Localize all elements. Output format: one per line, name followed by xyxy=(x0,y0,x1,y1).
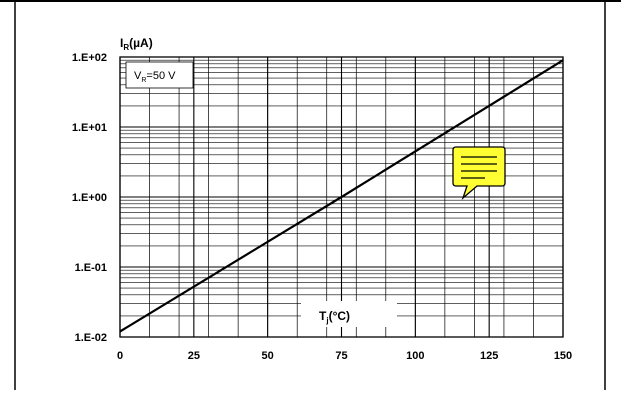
x-tick-label: 125 xyxy=(480,350,498,362)
x-tick-label: 75 xyxy=(335,350,347,362)
x-tick-labels: 0 25 50 75 100 125 150 xyxy=(117,350,572,362)
y-tick-labels: 1.E-02 1.E-01 1.E+00 1.E+01 1.E+02 xyxy=(72,52,107,344)
speech-bubble-note-icon[interactable] xyxy=(452,146,506,201)
x-tick-label: 100 xyxy=(406,350,424,362)
annotation-box xyxy=(125,61,194,89)
y-tick-label: 1.E+01 xyxy=(72,122,107,134)
x-tick-label: 50 xyxy=(262,350,274,362)
y-axis-title: IR(µA) xyxy=(120,36,153,52)
x-tick-label: 150 xyxy=(554,350,572,362)
x-axis-title-box xyxy=(301,301,397,327)
annotation-text: VR=50 V xyxy=(134,70,176,84)
x-tick-label: 0 xyxy=(117,350,123,362)
plot-area-border xyxy=(119,56,564,338)
y-tick-label: 1.E-01 xyxy=(75,262,107,274)
y-tick-label: 1.E+02 xyxy=(72,52,107,64)
x-axis-title: Tj(°C) xyxy=(319,309,350,325)
y-tick-label: 1.E+00 xyxy=(72,192,107,204)
series-line xyxy=(119,59,564,333)
grid xyxy=(119,56,564,338)
x-tick-label: 25 xyxy=(188,350,200,362)
y-tick-label: 1.E-02 xyxy=(75,332,107,344)
